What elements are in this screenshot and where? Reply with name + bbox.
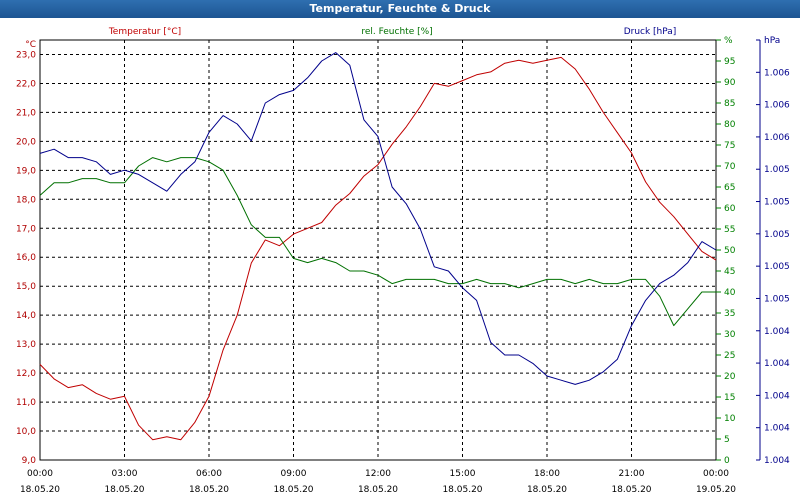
humidity-tick-label: 80 bbox=[724, 120, 736, 130]
humidity-tick-label: 5 bbox=[724, 435, 730, 445]
temperature-tick-label: 10,0 bbox=[16, 427, 36, 437]
x-tick-date: 18.05.20 bbox=[20, 485, 60, 495]
pressure-tick-label: 1.004 bbox=[764, 327, 790, 337]
humidity-tick-label: 35 bbox=[724, 309, 735, 319]
pressure-tick-label: 1.005 bbox=[764, 294, 790, 304]
temperature-tick-label: 17,0 bbox=[16, 224, 36, 234]
temperature-tick-label: 15,0 bbox=[16, 282, 36, 292]
x-tick-time: 03:00 bbox=[112, 469, 138, 479]
temperature-tick-label: 21,0 bbox=[16, 108, 36, 118]
x-tick-time: 18:00 bbox=[534, 469, 560, 479]
temperature-tick-label: 16,0 bbox=[16, 253, 36, 263]
pressure-tick-label: 1.006 bbox=[764, 101, 790, 111]
x-tick-date: 18.05.20 bbox=[358, 485, 398, 495]
pressure-tick-label: 1.005 bbox=[764, 262, 790, 272]
temperature-tick-label: 19,0 bbox=[16, 166, 36, 176]
pressure-tick-label: 1.004 bbox=[764, 424, 790, 434]
humidity-tick-label: 20 bbox=[724, 372, 736, 382]
x-tick-date: 19.05.20 bbox=[696, 485, 736, 495]
x-tick-time: 00:00 bbox=[27, 469, 53, 479]
x-tick-date: 18.05.20 bbox=[189, 485, 229, 495]
series-line-humidity bbox=[39, 157, 716, 327]
humidity-tick-label: 85 bbox=[724, 99, 735, 109]
temperature-tick-label: 18,0 bbox=[16, 195, 36, 205]
temperature-axis: 9,0 10,0 11,0 12,0 13,0 14,0 15,0 16,0 17,0 18,0 1… bbox=[16, 40, 36, 466]
humidity-tick-label: 70 bbox=[724, 162, 736, 172]
x-tick-time: 00:00 bbox=[703, 469, 729, 479]
x-tick-time: 21:00 bbox=[619, 469, 645, 479]
pressure-tick-label: hPa bbox=[764, 36, 780, 46]
temperature-tick-label: 20,0 bbox=[16, 137, 36, 147]
humidity-tick-label: 60 bbox=[724, 204, 736, 214]
humidity-tick-label: 90 bbox=[724, 78, 736, 88]
legend-humidity: rel. Feuchte [%] bbox=[361, 27, 432, 37]
legend: Temperatur [°C] rel. Feuchte [%] Druck [hP… bbox=[108, 27, 676, 37]
legend-temperature: Temperatur [°C] bbox=[108, 27, 181, 37]
x-tick-date: 18.05.20 bbox=[527, 485, 567, 495]
series-lines bbox=[39, 52, 717, 441]
humidity-axis: 0 5 10 15 20 25 30 35 40 45 50 55 60 65 70 75 80 85 90 95% bbox=[716, 36, 736, 466]
temperature-tick-label: 23,0 bbox=[16, 50, 36, 60]
pressure-tick-label: 1.004 bbox=[764, 456, 790, 466]
time-axis: 00:00 18.05.20 03:00 18.05.20 06:00 18.05.20 0… bbox=[20, 469, 736, 495]
humidity-tick-label: 30 bbox=[724, 330, 736, 340]
humidity-tick-label: 45 bbox=[724, 267, 735, 277]
pressure-tick-label: 1.006 bbox=[764, 133, 790, 143]
humidity-tick-label: 15 bbox=[724, 393, 735, 403]
temperature-tick-label: 9,0 bbox=[22, 456, 37, 466]
temperature-tick-label: 12,0 bbox=[16, 369, 36, 379]
pressure-tick-label: 1.005 bbox=[764, 198, 790, 208]
humidity-tick-label: 50 bbox=[724, 246, 736, 256]
humidity-tick-label: 65 bbox=[724, 183, 735, 193]
legend-pressure: Druck [hPa] bbox=[624, 27, 677, 37]
pressure-tick-label: 1.004 bbox=[764, 359, 790, 369]
humidity-tick-label: 25 bbox=[724, 351, 735, 361]
pressure-tick-label: 1.005 bbox=[764, 165, 790, 175]
humidity-tick-label: 40 bbox=[724, 288, 736, 298]
pressure-tick-label: 1.006 bbox=[764, 68, 790, 78]
temperature-unit: °C bbox=[25, 40, 36, 50]
humidity-tick-label: 75 bbox=[724, 141, 735, 151]
x-tick-date: 18.05.20 bbox=[611, 485, 651, 495]
x-tick-date: 18.05.20 bbox=[442, 485, 482, 495]
chart-title: Temperatur, Feuchte & Druck bbox=[0, 0, 800, 18]
x-tick-date: 18.05.20 bbox=[104, 485, 144, 495]
temperature-tick-label: 13,0 bbox=[16, 340, 36, 350]
temperature-tick-label: 11,0 bbox=[16, 398, 36, 408]
humidity-tick-label: 10 bbox=[724, 414, 736, 424]
x-tick-time: 06:00 bbox=[196, 469, 222, 479]
x-tick-date: 18.05.20 bbox=[273, 485, 313, 495]
humidity-tick-label: % bbox=[724, 36, 733, 46]
pressure-axis: 1.004 1.004 1.004 1.004 1.004 1.005 1.005 1.005… bbox=[756, 36, 790, 466]
grid bbox=[40, 40, 716, 460]
pressure-tick-label: 1.005 bbox=[764, 230, 790, 240]
humidity-tick-label: 55 bbox=[724, 225, 735, 235]
series-line-pressure bbox=[39, 52, 717, 385]
temperature-tick-label: 14,0 bbox=[16, 311, 36, 321]
pressure-tick-label: 1.004 bbox=[764, 391, 790, 401]
temperature-tick-label: 22,0 bbox=[16, 79, 36, 89]
humidity-tick-label: 0 bbox=[724, 456, 730, 466]
x-tick-time: 09:00 bbox=[281, 469, 307, 479]
x-tick-time: 15:00 bbox=[450, 469, 476, 479]
x-tick-time: 12:00 bbox=[365, 469, 391, 479]
humidity-tick-label: 95 bbox=[724, 57, 735, 67]
series-line-temperature bbox=[39, 56, 717, 441]
